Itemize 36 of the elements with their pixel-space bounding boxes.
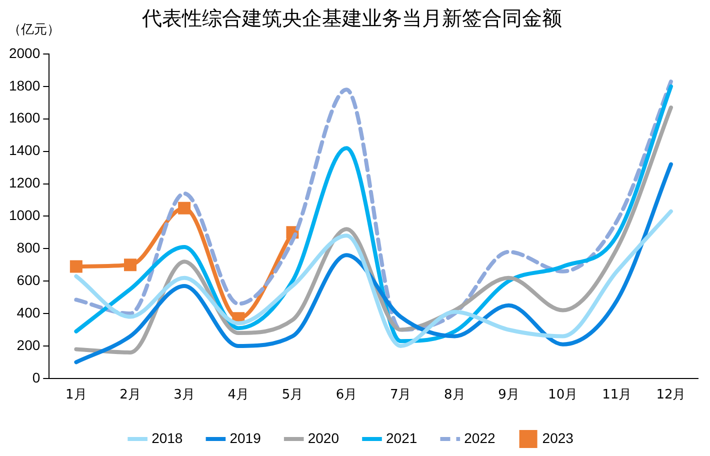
legend-label: 2019 xyxy=(230,430,262,446)
y-tick-label: 0 xyxy=(32,369,40,386)
x-tick-label: 8月 xyxy=(444,388,466,403)
x-tick-label: 10月 xyxy=(548,388,578,403)
y-tick-label: 800 xyxy=(16,240,40,256)
x-tick-label: 3月 xyxy=(174,388,195,403)
legend-label: 2023 xyxy=(542,430,574,446)
x-tick-label: 2月 xyxy=(120,388,141,403)
point xyxy=(178,202,191,214)
chart-title: 代表性综合建筑央企基建业务当月新签合同金额 xyxy=(141,6,562,30)
y-axis-title: （亿元） xyxy=(8,22,60,38)
y-tick-label: 1600 xyxy=(8,110,40,126)
x-tick-label: 6月 xyxy=(336,388,358,403)
x-tick-label: 5月 xyxy=(282,388,304,403)
x-tick-label: 1月 xyxy=(66,388,87,403)
y-tick-label: 1800 xyxy=(8,77,40,94)
x-tick-label: 4月 xyxy=(228,388,250,403)
legend-label: 2018 xyxy=(152,430,183,446)
line-series xyxy=(74,209,673,348)
y-tick-label: 1400 xyxy=(8,142,40,158)
point xyxy=(124,258,136,272)
x-tick-label: 9月 xyxy=(498,388,520,403)
x-tick-label: 7月 xyxy=(390,388,412,403)
y-tick-label: 1200 xyxy=(8,174,40,191)
y-tick-label: 1000 xyxy=(8,207,40,224)
y-tick-label: 400 xyxy=(16,304,40,320)
x-tick-label: 12月 xyxy=(656,388,686,403)
line-series xyxy=(74,162,673,364)
point xyxy=(70,260,82,273)
y-tick-label: 200 xyxy=(16,336,40,353)
legend-label: 2021 xyxy=(386,430,418,446)
x-tick-label: 11月 xyxy=(602,388,632,403)
y-tick-label: 2000 xyxy=(8,44,40,61)
y-tick-label: 600 xyxy=(16,272,40,288)
legend-label: 2020 xyxy=(308,430,340,446)
legend-label: 2022 xyxy=(464,430,496,446)
